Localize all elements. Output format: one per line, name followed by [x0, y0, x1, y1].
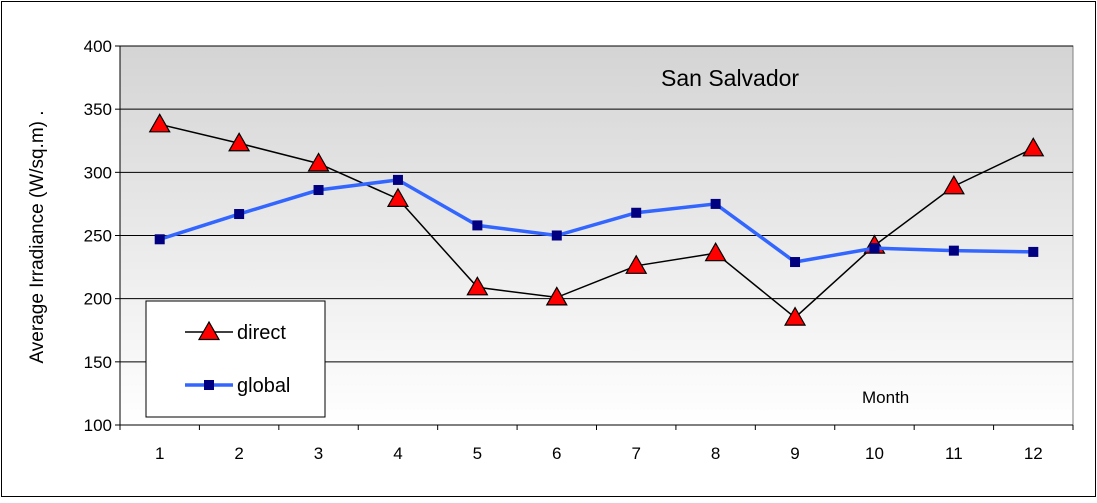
x-tick-label: 5: [473, 444, 482, 463]
chart-title: San Salvador: [661, 65, 799, 91]
x-tick-label: 9: [790, 444, 799, 463]
x-tick-label: 7: [631, 444, 640, 463]
legend-item-global: global: [185, 375, 290, 397]
data-point-global: [869, 243, 880, 254]
x-axis-label: Month: [862, 388, 909, 407]
y-tick-label: 150: [84, 353, 112, 372]
data-point-direct: [1022, 137, 1045, 157]
y-axis-label: Average Irradiance (W/sq.m) .: [27, 110, 48, 363]
data-point-direct: [704, 241, 727, 262]
data-point-global: [631, 207, 642, 218]
y-tick-label: 400: [84, 37, 112, 56]
data-point-global: [313, 185, 324, 196]
series-line-global: [159, 178, 1034, 264]
y-tick-label: 100: [84, 416, 112, 435]
data-point-global: [551, 230, 562, 241]
data-point-direct: [625, 254, 648, 274]
y-tick-label: 200: [84, 290, 112, 309]
x-tick-label: 11: [945, 444, 963, 463]
x-tick-label: 4: [393, 444, 402, 463]
data-point-global: [234, 209, 245, 220]
x-tick-label: 3: [314, 444, 323, 463]
data-point-global: [790, 257, 801, 268]
y-tick-label: 300: [84, 163, 112, 182]
data-point-direct: [148, 113, 171, 133]
x-tick-label: 1: [155, 444, 164, 463]
x-tick-label: 10: [865, 444, 884, 463]
series-line-direct: [159, 123, 1034, 319]
data-point-global: [710, 198, 721, 209]
y-tick-label: 350: [84, 100, 112, 119]
data-point-global: [1028, 246, 1039, 257]
x-tick-label: 6: [552, 444, 561, 463]
legend: direct global: [145, 300, 326, 418]
series-direct: [148, 113, 1045, 326]
x-tick-label: 2: [234, 444, 243, 463]
y-tick-label: 250: [84, 227, 112, 246]
data-point-direct: [466, 276, 489, 296]
data-point-direct: [942, 175, 965, 195]
series-global: [154, 174, 1039, 268]
data-point-direct: [307, 152, 330, 172]
data-point-global: [154, 234, 165, 245]
data-point-direct: [545, 286, 568, 306]
data-point-global: [392, 174, 403, 185]
data-point-global: [472, 220, 483, 231]
legend-box: [145, 300, 326, 418]
data-point-direct: [228, 132, 251, 152]
data-point-direct: [386, 187, 409, 207]
series-layer: [148, 113, 1045, 326]
legend-marker: [204, 380, 214, 390]
legend-label: direct: [237, 322, 286, 344]
x-tick-label: 12: [1024, 444, 1043, 463]
data-point-direct: [784, 306, 807, 326]
legend-label: global: [237, 375, 290, 397]
x-tick-label: 8: [711, 444, 720, 463]
legend-item-direct: direct: [185, 320, 286, 344]
legend-marker: [197, 320, 221, 341]
data-point-global: [948, 245, 959, 256]
